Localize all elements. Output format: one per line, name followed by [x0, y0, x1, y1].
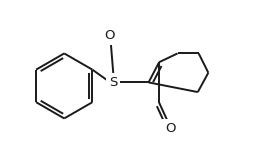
Text: O: O	[104, 29, 115, 42]
Text: O: O	[164, 122, 175, 135]
Text: S: S	[109, 76, 117, 89]
